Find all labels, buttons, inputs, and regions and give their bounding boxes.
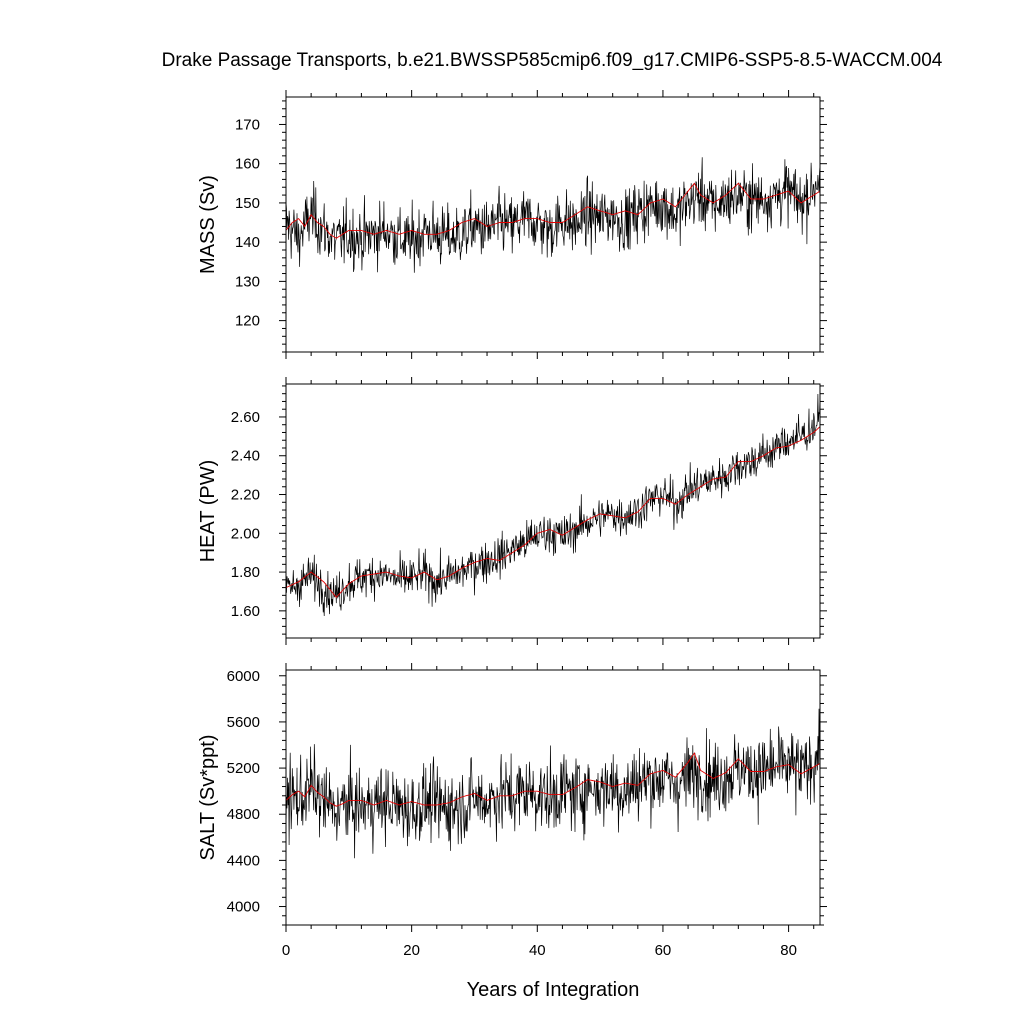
salt-y-axis-label: SALT (Sv*ppt): [197, 735, 219, 861]
mass-monthly-series: [286, 157, 820, 273]
salt-plot-frame: [285, 669, 821, 926]
mass-y-tick-label: 120: [235, 313, 260, 330]
mass-running-mean-series: [286, 182, 820, 239]
mass-y-tick-label: 160: [235, 156, 260, 173]
heat-y-tick-label: 2.40: [231, 448, 260, 465]
heat-y-tick-label: 2.60: [231, 409, 260, 426]
heat-monthly-series: [286, 393, 820, 617]
mass-y-tick-label: 140: [235, 234, 260, 251]
heat-y-tick-label: 2.00: [231, 525, 260, 542]
salt-y-tick-label: 5200: [227, 760, 260, 777]
heat-running-mean-series: [286, 426, 820, 598]
salt-x-tick-label: 80: [780, 942, 797, 959]
salt-x-tick-label: 40: [529, 942, 546, 959]
salt-x-tick-label: 0: [282, 942, 290, 959]
panels: 120 130 140 150 160 170 MASS (Sv) 1.60 1.80 2.00 2…: [197, 90, 827, 959]
salt-x-tick-label: 60: [655, 942, 672, 959]
salt-y-tick-label: 4800: [227, 806, 260, 823]
heat-y-tick-label: 1.60: [231, 603, 260, 620]
salt-y-tick-label: 6000: [227, 668, 260, 685]
x-axis-label: Years of Integration: [467, 979, 640, 1001]
mass-panel: 120 130 140 150 160 170 MASS (Sv): [197, 90, 827, 359]
salt-y-tick-label: 4000: [227, 899, 260, 916]
mass-y-tick-label: 150: [235, 195, 260, 212]
salt-monthly-series: [286, 708, 820, 859]
salt-y-tick-label: 4400: [227, 852, 260, 869]
salt-running-mean-series: [286, 752, 820, 807]
mass-y-axis-label: MASS (Sv): [197, 175, 219, 274]
heat-y-tick-label: 1.80: [231, 564, 260, 581]
salt-panel: 4000 4400 4800 5200 5600 6000 0 20 40 60 80 SALT (S…: [197, 663, 827, 959]
figure-title: Drake Passage Transports, b.e21.BWSSP585…: [162, 50, 943, 71]
heat-y-axis-label: HEAT (PW): [197, 460, 219, 563]
salt-x-tick-label: 20: [403, 942, 420, 959]
salt-y-tick-label: 5600: [227, 714, 260, 731]
heat-plot-frame: [285, 383, 821, 639]
mass-plot-frame: [285, 96, 821, 353]
heat-panel: 1.60 1.80 2.00 2.20 2.40 2.60 HEAT (PW): [197, 377, 827, 645]
mass-y-tick-label: 130: [235, 273, 260, 290]
heat-y-tick-label: 2.20: [231, 487, 260, 504]
mass-y-tick-label: 170: [235, 116, 260, 133]
